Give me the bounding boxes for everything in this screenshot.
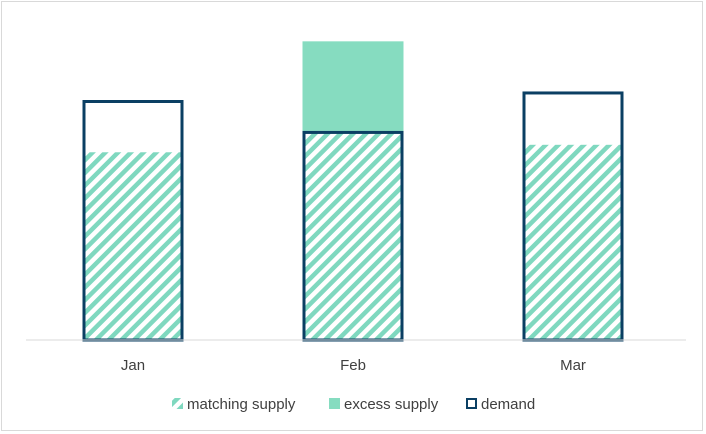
bars-layer bbox=[82, 41, 624, 342]
legend-item-matching-supply: matching supply bbox=[172, 396, 296, 413]
category-label-mar: Mar bbox=[560, 357, 586, 374]
legend: matching supply excess supply demand bbox=[172, 396, 535, 413]
matching-supply-bar-jan bbox=[82, 152, 184, 340]
category-label-jan: Jan bbox=[121, 357, 145, 374]
legend-label-matching-supply: matching supply bbox=[187, 396, 296, 413]
category-label-feb: Feb bbox=[340, 357, 366, 374]
legend-swatch-matching-supply bbox=[172, 398, 183, 409]
category-labels: Jan Feb Mar bbox=[121, 357, 586, 374]
matching-supply-bar-feb bbox=[302, 130, 404, 340]
excess-supply-bar-feb bbox=[302, 41, 404, 131]
legend-swatch-excess-supply bbox=[329, 398, 340, 409]
legend-item-excess-supply: excess supply bbox=[329, 396, 439, 413]
legend-item-demand: demand bbox=[466, 396, 535, 413]
matching-supply-bar-mar bbox=[522, 144, 624, 340]
legend-swatch-demand bbox=[466, 398, 477, 409]
legend-label-excess-supply: excess supply bbox=[344, 396, 439, 413]
legend-label-demand: demand bbox=[481, 396, 535, 413]
